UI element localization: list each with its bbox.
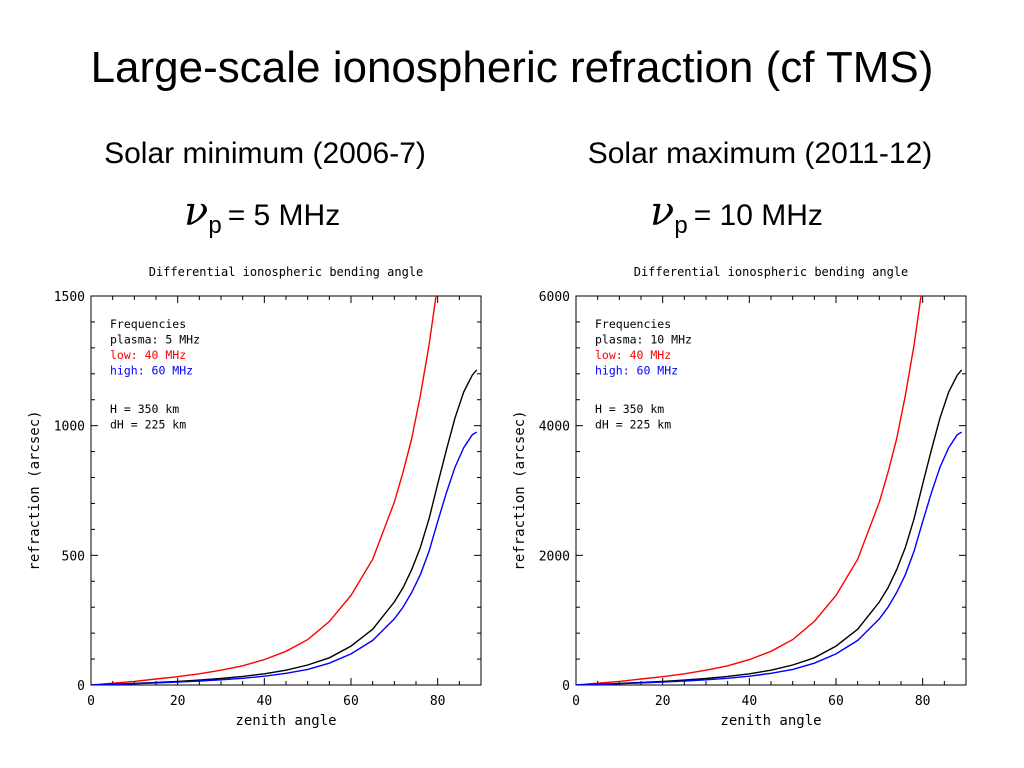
annotation: dH = 225 km <box>110 418 186 432</box>
y-tick-label: 0 <box>562 679 570 694</box>
x-tick-label: 40 <box>257 694 273 709</box>
solar-maximum-chart: Differential ionospheric bending angle 0 2… <box>512 265 967 729</box>
nu-symbol: ν <box>184 189 209 235</box>
x-tick-label: 80 <box>915 694 931 709</box>
nu-subscript: p <box>208 212 222 239</box>
x-tick-label: 40 <box>742 694 758 709</box>
y-axis-label: refraction (arcsec) <box>27 410 43 570</box>
series-line-0 <box>91 296 437 685</box>
y-axis-label: refraction (arcsec) <box>512 410 528 570</box>
legend-line: low: 40 MHz <box>595 348 671 362</box>
legend-line: Frequencies <box>595 317 671 331</box>
x-axis-label: zenith angle <box>720 713 821 729</box>
x-tick-label: 60 <box>828 694 844 709</box>
annotation: H = 350 km <box>110 402 179 416</box>
x-tick-label: 60 <box>343 694 359 709</box>
x-tick-label: 20 <box>170 694 186 709</box>
plasma-frequency-right: νp = 10 MHz <box>650 189 823 239</box>
y-tick-label: 500 <box>62 549 85 564</box>
solar-minimum-chart: Differential ionospheric bending angle 0 2… <box>27 265 482 729</box>
x-tick-label: 20 <box>655 694 671 709</box>
legend-line: high: 60 MHz <box>110 364 193 378</box>
legend-line: high: 60 MHz <box>595 364 678 378</box>
x-tick-label: 0 <box>572 694 580 709</box>
frequency-value: = 5 MHz <box>227 199 341 232</box>
series-line-2 <box>576 431 963 685</box>
x-tick-label: 80 <box>430 694 446 709</box>
y-tick-label: 1500 <box>54 290 85 305</box>
nu-symbol: ν <box>650 189 675 235</box>
annotation: H = 350 km <box>595 402 664 416</box>
legend-line: Frequencies <box>110 317 186 331</box>
chart-title: Differential ionospheric bending angle <box>634 265 909 279</box>
solar-minimum-subtitle: Solar minimum (2006-7) <box>104 137 426 170</box>
x-axis-label: zenith angle <box>235 713 336 729</box>
series-line-0 <box>576 296 922 685</box>
y-tick-label: 6000 <box>539 290 570 305</box>
legend-line: low: 40 MHz <box>110 348 186 362</box>
nu-subscript: p <box>674 212 688 239</box>
solar-maximum-subtitle: Solar maximum (2011-12) <box>587 137 933 170</box>
x-tick-label: 0 <box>87 694 95 709</box>
y-tick-label: 1000 <box>54 420 85 435</box>
series-line-2 <box>91 431 478 685</box>
y-tick-label: 2000 <box>539 549 570 564</box>
legend-line: plasma: 5 MHz <box>110 333 200 347</box>
annotation: dH = 225 km <box>595 418 671 432</box>
frequency-value: = 10 MHz <box>693 199 823 232</box>
y-tick-label: 0 <box>77 679 85 694</box>
slide-title: Large-scale ionospheric refraction (cf T… <box>90 43 934 92</box>
y-tick-label: 4000 <box>539 420 570 435</box>
plasma-frequency-left: νp = 5 MHz <box>184 189 341 239</box>
legend-line: plasma: 10 MHz <box>595 333 692 347</box>
chart-title: Differential ionospheric bending angle <box>149 265 424 279</box>
